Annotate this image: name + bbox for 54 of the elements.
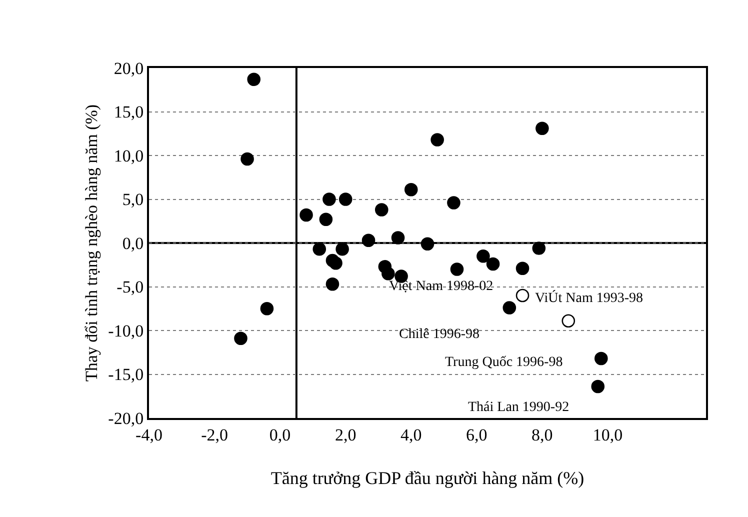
- point: [374, 203, 388, 216]
- point: [319, 212, 333, 226]
- point: [450, 262, 464, 276]
- y-tick-label: -20,0: [108, 408, 144, 428]
- x-tick-label: -4,0: [136, 425, 162, 444]
- y-tick-label: 0,0: [122, 234, 144, 253]
- point: [382, 266, 395, 280]
- x-tick-label: 2,0: [334, 425, 356, 444]
- y-tick-label: -10,0: [108, 321, 144, 340]
- annotation: Trung Quốc 1996-98: [445, 355, 563, 370]
- x-axis-title: Tăng trưởng GDP đầu người hàng năm (%): [270, 468, 584, 488]
- y-tick-label: 5,0: [122, 190, 144, 210]
- point: [260, 302, 274, 316]
- point: [234, 332, 248, 346]
- point: [502, 301, 516, 314]
- y-tick-label: -15,0: [108, 365, 144, 384]
- point: [594, 352, 608, 366]
- point: [240, 152, 254, 166]
- y-tick-label: 15,0: [114, 102, 144, 122]
- point: [516, 288, 530, 302]
- point: [329, 256, 342, 270]
- annotation: ViÚt Nam 1993-98: [535, 289, 644, 306]
- point: [532, 242, 546, 255]
- point: [404, 182, 418, 196]
- point: [300, 208, 313, 222]
- y-tick-label: -5,0: [116, 278, 144, 297]
- x-tick-label: 0,0: [269, 425, 291, 444]
- point: [312, 242, 326, 256]
- point: [447, 196, 460, 210]
- point: [516, 262, 530, 276]
- point: [362, 234, 376, 248]
- annotation: Chilê 1996-98: [399, 327, 480, 342]
- x-tick-label: 10,0: [592, 425, 623, 444]
- point: [420, 237, 434, 251]
- annotation: Thái Lan 1990-92: [468, 400, 570, 415]
- y-tick-label: 20,0: [114, 58, 144, 78]
- point: [338, 192, 352, 206]
- point: [562, 314, 576, 328]
- point: [476, 249, 490, 263]
- point: [326, 277, 340, 291]
- point: [322, 192, 336, 206]
- x-tick-label: 6,0: [466, 425, 488, 444]
- point: [591, 380, 605, 394]
- point: [486, 257, 500, 271]
- y-axis-title: Thay đổi tình trạng nghèo hàng năm (%): [82, 104, 102, 382]
- point: [247, 72, 260, 86]
- x-tick-label: 8,0: [532, 425, 553, 444]
- x-tick-label: 4,0: [400, 425, 422, 444]
- point: [430, 133, 444, 146]
- y-tick-label: 10,0: [114, 146, 144, 166]
- point: [536, 122, 549, 136]
- x-tick-label: -2,0: [201, 425, 228, 444]
- point: [391, 231, 405, 244]
- point: [336, 242, 349, 256]
